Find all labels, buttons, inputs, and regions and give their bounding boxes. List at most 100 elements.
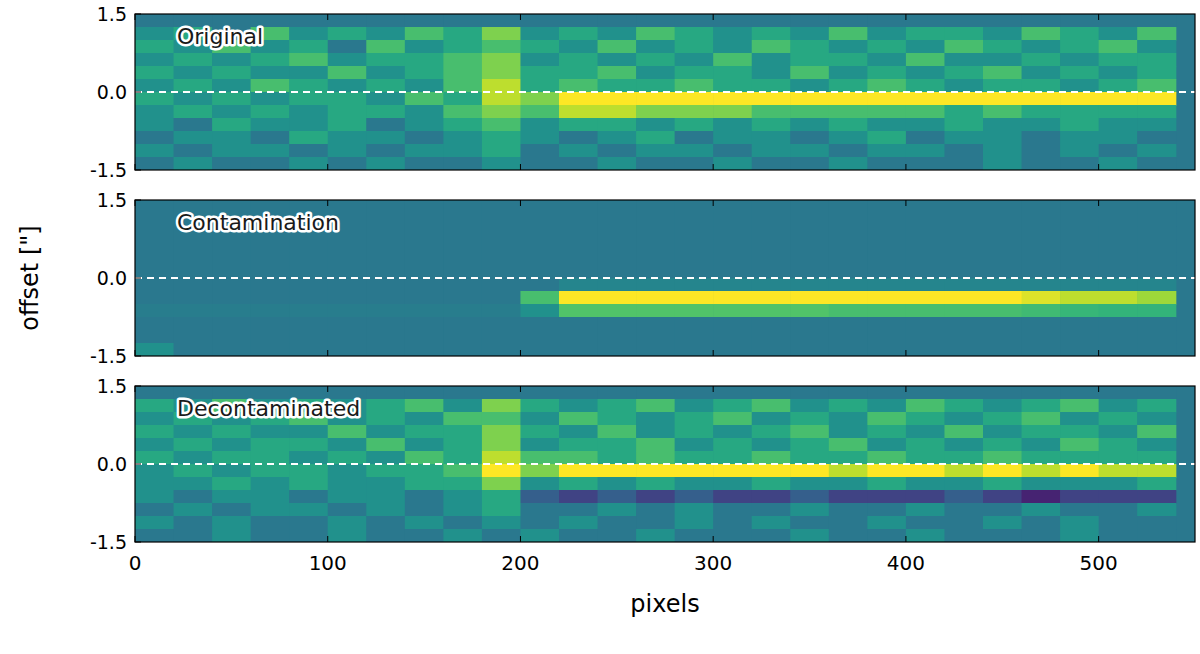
heat-cell xyxy=(1060,464,1099,478)
heat-cell xyxy=(906,529,945,542)
heat-cell xyxy=(174,503,213,517)
heat-cell xyxy=(174,66,213,80)
heat-cell xyxy=(1099,451,1138,465)
heat-cell xyxy=(790,291,829,305)
heat-cell xyxy=(983,477,1022,491)
heat-cell xyxy=(1022,477,1061,491)
heat-cell xyxy=(212,343,251,356)
heat-cell xyxy=(1060,40,1099,54)
heat-cell xyxy=(752,200,791,214)
heat-cell xyxy=(289,529,328,542)
heat-cell xyxy=(1137,425,1176,439)
heat-cell xyxy=(251,291,290,305)
heat-cell xyxy=(559,490,598,504)
heat-cell xyxy=(1060,252,1099,266)
heat-cell xyxy=(752,503,791,517)
heat-cell xyxy=(559,27,598,41)
heat-cell xyxy=(174,278,213,292)
heat-cell xyxy=(443,14,482,28)
heat-cell xyxy=(289,118,328,132)
y-tick xyxy=(135,386,141,387)
heat-cell xyxy=(983,66,1022,80)
heat-cell xyxy=(443,265,482,279)
heat-cell xyxy=(520,399,559,413)
heat-cell xyxy=(405,330,444,344)
heat-cell xyxy=(983,304,1022,318)
heat-cell xyxy=(752,226,791,240)
heat-cell xyxy=(944,92,983,106)
heat-cell xyxy=(328,503,367,517)
heat-cell xyxy=(328,438,367,452)
heat-cell xyxy=(212,529,251,542)
heat-cell xyxy=(867,278,906,292)
heat-cell xyxy=(212,252,251,266)
heat-cell xyxy=(1137,131,1176,145)
heat-cell xyxy=(1060,200,1099,214)
heat-cell xyxy=(790,14,829,28)
heat-cell xyxy=(405,278,444,292)
heat-cell xyxy=(713,503,752,517)
heat-cell xyxy=(405,425,444,439)
heat-cell xyxy=(289,304,328,318)
heat-cell xyxy=(598,27,637,41)
heat-cell xyxy=(713,265,752,279)
heat-cell xyxy=(135,53,174,67)
heat-cell xyxy=(405,291,444,305)
heat-cell xyxy=(135,343,174,356)
heat-cell xyxy=(251,425,290,439)
heat-cell xyxy=(829,40,868,54)
heat-cell xyxy=(251,252,290,266)
heat-cell xyxy=(328,252,367,266)
heat-cell xyxy=(520,79,559,93)
heat-cell xyxy=(174,425,213,439)
heat-cell xyxy=(829,239,868,253)
heat-cell xyxy=(675,343,714,356)
heat-cell xyxy=(135,118,174,132)
heat-cell xyxy=(983,265,1022,279)
heat-cell xyxy=(636,92,675,106)
heat-cell xyxy=(1060,516,1099,530)
heat-cell xyxy=(1099,529,1138,542)
heat-cell xyxy=(829,516,868,530)
heat-cell xyxy=(559,464,598,478)
heat-cell xyxy=(713,14,752,28)
heat-cell xyxy=(135,144,174,158)
heat-cell xyxy=(366,503,405,517)
x-tick xyxy=(135,536,136,542)
heat-cell xyxy=(1060,304,1099,318)
heat-cell xyxy=(366,144,405,158)
heat-cell xyxy=(328,529,367,542)
panel-title: Decontaminated xyxy=(177,396,360,421)
heat-cell xyxy=(1022,464,1061,478)
heat-cell xyxy=(405,226,444,240)
heat-cell xyxy=(829,343,868,356)
heat-cell xyxy=(443,252,482,266)
heat-cell xyxy=(289,239,328,253)
heat-cell xyxy=(289,291,328,305)
heat-cell xyxy=(867,386,906,400)
heat-cell xyxy=(713,399,752,413)
heat-cell xyxy=(559,265,598,279)
heat-cell xyxy=(443,399,482,413)
heat-cell xyxy=(829,464,868,478)
heat-cell xyxy=(443,27,482,41)
heat-cell xyxy=(598,79,637,93)
heat-cell xyxy=(713,412,752,426)
heat-cell xyxy=(559,343,598,356)
heat-cell xyxy=(944,278,983,292)
heat-cell xyxy=(559,144,598,158)
heat-cell xyxy=(1060,317,1099,331)
heat-cell xyxy=(906,79,945,93)
heat-cell xyxy=(675,14,714,28)
heat-cell xyxy=(328,40,367,54)
heat-cell xyxy=(906,317,945,331)
heat-cell xyxy=(366,529,405,542)
heat-cell xyxy=(752,477,791,491)
heat-cell xyxy=(405,529,444,542)
heat-cell xyxy=(867,66,906,80)
heat-cell xyxy=(559,412,598,426)
heat-cell xyxy=(482,425,521,439)
heat-cell xyxy=(405,27,444,41)
heat-cell xyxy=(405,14,444,28)
heat-cell xyxy=(906,252,945,266)
